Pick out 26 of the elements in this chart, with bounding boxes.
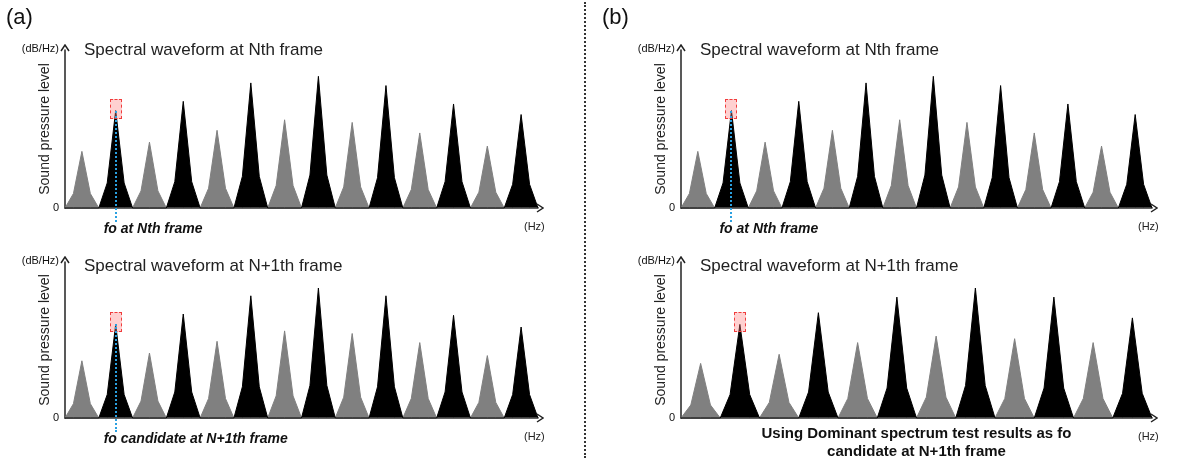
y-axis-title: Sound pressure level xyxy=(36,274,52,406)
text: (dB/Hz) xyxy=(637,42,675,54)
text: fo at Nth frame xyxy=(103,220,203,236)
text: (a) xyxy=(6,4,33,29)
text: 0 xyxy=(52,411,59,423)
text: Using Dominant spectrum test results as fo candidate at N+1th frame xyxy=(761,424,1072,459)
text: fo at Nth frame xyxy=(719,220,819,236)
x-axis-title: (Hz) xyxy=(524,219,545,232)
chart-title: Spectral waveform at Nth frame xyxy=(700,40,940,59)
y-axis-title: Sound pressure level xyxy=(652,274,668,406)
x-axis-title: (Hz) xyxy=(1138,219,1159,232)
text: 0 xyxy=(668,201,675,213)
chart-title: Spectral waveform at Nth frame xyxy=(84,40,324,59)
y-axis-title: Sound pressure level xyxy=(36,63,52,195)
text: (dB/Hz) xyxy=(637,254,675,266)
x-axis-title: (Hz) xyxy=(1138,429,1159,442)
chart-title: Spectral waveform at N+1th frame xyxy=(700,256,959,275)
text: 0 xyxy=(668,411,675,423)
x-axis-title: (Hz) xyxy=(524,429,545,442)
chart-title: Spectral waveform at N+1th frame xyxy=(84,256,343,275)
y-axis-title: Sound pressure level xyxy=(652,63,668,195)
text: fo candidate at N+1th frame xyxy=(103,430,288,446)
text: (b) xyxy=(602,4,629,29)
text: (dB/Hz) xyxy=(21,254,59,266)
text: 0 xyxy=(52,201,59,213)
text: (dB/Hz) xyxy=(21,42,59,54)
